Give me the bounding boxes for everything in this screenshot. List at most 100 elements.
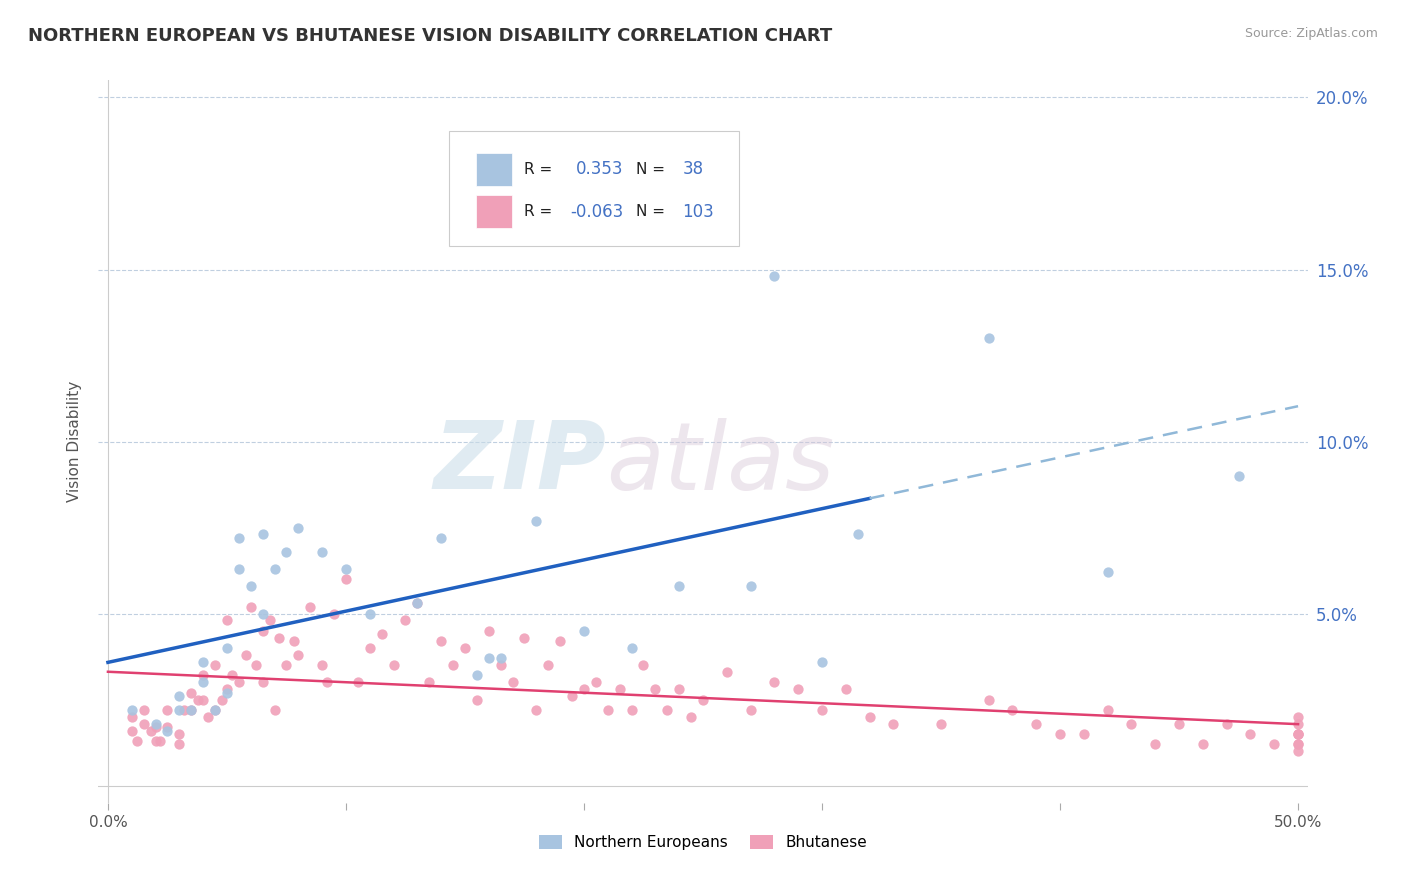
Point [740,703,762,717]
Point [252,527,274,541]
Point [215,686,238,700]
Point [620,177,643,191]
Point [859,710,882,724]
Point [454,640,477,655]
Text: N =: N = [637,161,665,177]
FancyBboxPatch shape [475,153,512,186]
Point [763,269,786,284]
Point [121,703,143,717]
Point [169,689,191,703]
Point [145,734,167,748]
Point [197,710,219,724]
Text: 0.353: 0.353 [576,161,623,178]
Point [187,692,209,706]
Point [252,675,274,690]
Point [489,658,512,673]
Point [633,658,655,673]
Point [406,596,429,610]
Point [441,658,464,673]
Legend: Northern Europeans, Bhutanese: Northern Europeans, Bhutanese [533,830,873,856]
Point [180,703,202,717]
Point [145,720,167,734]
Point [323,607,346,621]
Point [609,682,631,697]
Point [156,723,179,738]
Point [299,599,322,614]
Point [228,531,250,545]
Point [1121,716,1143,731]
Point [1097,703,1119,717]
Point [370,627,392,641]
Point [513,631,536,645]
Y-axis label: Vision Disability: Vision Disability [67,381,83,502]
Point [406,596,429,610]
Point [681,710,703,724]
Point [215,614,238,628]
Point [180,703,202,717]
Point [269,631,291,645]
Point [204,703,226,717]
Point [561,689,583,703]
Point [1001,703,1024,717]
Point [132,703,155,717]
Point [382,658,405,673]
Point [191,675,214,690]
Point [245,658,267,673]
Point [657,703,679,717]
Text: N =: N = [637,204,665,219]
Point [1239,727,1261,741]
Point [1286,727,1309,741]
Point [204,703,226,717]
Point [537,658,560,673]
Point [228,562,250,576]
Point [1286,716,1309,731]
Point [287,520,309,534]
Point [149,734,172,748]
Point [221,668,243,682]
Point [311,544,333,558]
Point [287,648,309,662]
Point [478,651,501,665]
Point [692,692,714,706]
Point [173,703,195,717]
Point [977,331,1000,345]
Point [1286,744,1309,758]
Point [1227,469,1250,483]
Point [644,682,666,697]
Point [169,703,191,717]
Point [524,514,547,528]
Point [620,703,643,717]
Point [1286,727,1309,741]
Text: R =: R = [524,161,553,177]
Point [191,692,214,706]
Point [316,675,339,690]
Point [1025,716,1047,731]
Point [1286,737,1309,751]
Point [359,607,381,621]
FancyBboxPatch shape [449,131,740,246]
Point [191,668,214,682]
Point [156,703,179,717]
Point [169,737,191,751]
Point [263,562,285,576]
Point [1073,727,1095,741]
Point [1286,710,1309,724]
Point [1168,716,1191,731]
Point [145,716,167,731]
Point [1263,737,1285,751]
Text: -0.063: -0.063 [569,202,623,221]
Point [359,640,381,655]
Point [524,703,547,717]
Point [239,599,262,614]
Point [169,727,191,741]
Point [787,682,810,697]
Point [620,640,643,655]
Point [929,716,952,731]
Text: atlas: atlas [606,417,835,508]
Point [1097,566,1119,580]
Point [139,723,162,738]
Point [835,682,858,697]
Point [191,655,214,669]
Point [335,562,357,576]
Point [430,531,453,545]
